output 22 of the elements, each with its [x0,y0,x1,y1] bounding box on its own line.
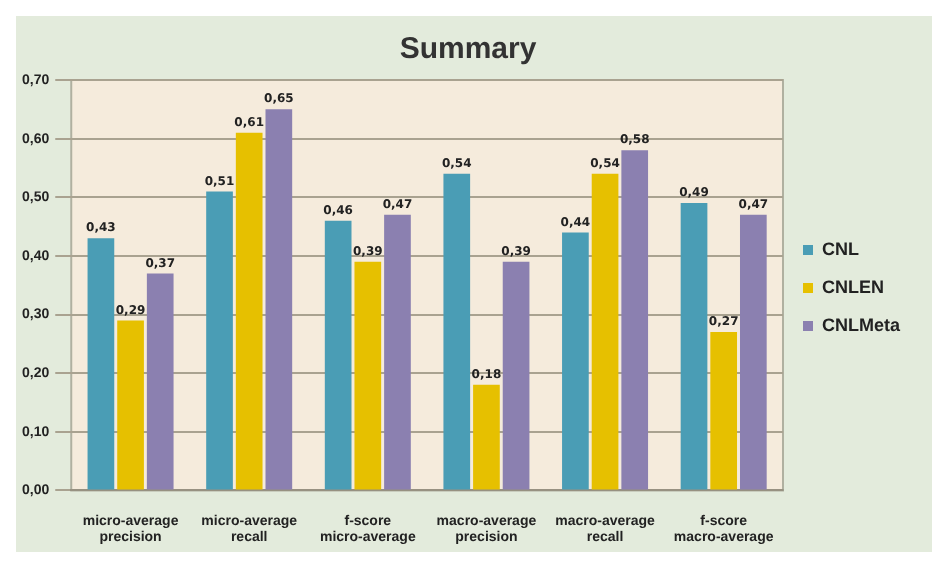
bar [591,173,619,490]
bar [87,238,115,490]
bar [146,273,174,490]
legend-label: CNL [822,238,860,259]
bar [117,320,144,490]
bar [740,214,767,490]
bar [680,203,708,490]
bar [354,261,382,490]
bar [621,150,649,490]
bar [562,232,589,490]
legend-label: CNLMeta [822,314,902,335]
bar [384,214,411,490]
bar [324,220,352,490]
bar [265,109,293,490]
bar [502,261,530,490]
bar [235,132,263,490]
bar [206,191,233,490]
bar [473,384,500,490]
bar [443,173,471,490]
bar [710,332,738,490]
chart-title: Summary [399,32,538,67]
legend-label: CNLEN [822,276,884,297]
